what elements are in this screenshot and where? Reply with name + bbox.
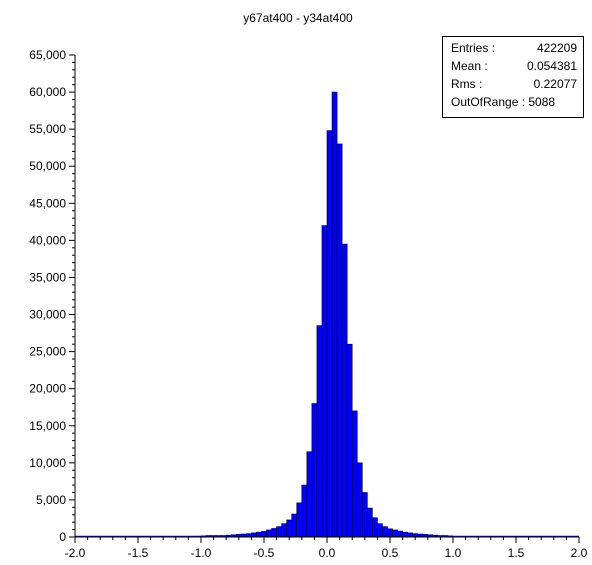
y-tick-label: 45,000 (29, 196, 66, 210)
histogram-bin-24 (316, 325, 323, 538)
histogram-bin-32 (356, 462, 363, 538)
histogram-bin-37 (382, 526, 388, 538)
x-tick-label: -2.0 (65, 546, 86, 560)
histogram-bin-33 (361, 492, 368, 538)
stats-outofrange: OutOfRange : 5088 (451, 95, 556, 109)
stats-rms-label: Rms : (451, 77, 483, 91)
x-tick-label: 1.5 (508, 546, 525, 560)
y-tick-label: 10,000 (29, 456, 66, 470)
y-tick-label: 5,000 (36, 493, 66, 507)
y-tick-label: 50,000 (29, 159, 66, 173)
x-tick-label: 0.0 (319, 546, 336, 560)
histogram-bin-22 (306, 451, 313, 538)
x-tick-label: 0.5 (382, 546, 399, 560)
stats-mean-row: Mean : 0.054381 (451, 57, 577, 75)
histogram-bin-15 (271, 528, 277, 538)
y-tick-label: 40,000 (29, 233, 66, 247)
x-tick-label: 2.0 (571, 546, 588, 560)
y-tick-label: 25,000 (29, 345, 66, 359)
histogram-bin-27 (331, 91, 338, 538)
stats-entries-value: 422209 (536, 41, 577, 55)
histogram-bin-28 (336, 143, 343, 538)
y-tick-label: 15,000 (29, 419, 66, 433)
histogram-bin-25 (321, 225, 328, 538)
x-axis-ticks: -2.0 -1.5 -1.0 -0.5 0.0 0.5 1.0 1.5 2.0 (65, 537, 588, 560)
histogram-bin-16 (276, 526, 282, 538)
histogram-bin-21 (301, 484, 308, 538)
x-tick-label: -1.0 (191, 546, 212, 560)
y-tick-label: 30,000 (29, 308, 66, 322)
y-tick-label: 35,000 (29, 270, 66, 284)
y-tick-label: 55,000 (29, 122, 66, 136)
stats-mean-label: Mean : (451, 59, 488, 73)
histogram-bin-23 (311, 403, 318, 538)
histogram-bin-26 (326, 130, 333, 538)
stats-entries-label: Entries : (451, 41, 496, 55)
stats-rms-value: 0.22077 (533, 77, 577, 91)
histogram-bin-20 (296, 502, 303, 538)
stats-entries-row: Entries : 422209 (451, 39, 577, 57)
x-tick-label: -0.5 (254, 546, 275, 560)
chart-title: y67at400 - y34at400 (243, 11, 353, 25)
x-tick-label: 1.0 (445, 546, 462, 560)
histogram-bin-35 (372, 517, 378, 538)
histogram-bin-30 (346, 343, 353, 538)
stats-outofrange-row: OutOfRange : 5088 (451, 93, 577, 111)
x-tick-label: -1.5 (128, 546, 149, 560)
histogram-bin-34 (367, 507, 373, 538)
histogram-bin-31 (351, 410, 358, 538)
histogram-bars (75, 91, 579, 538)
histogram-bin-17 (281, 523, 287, 538)
y-tick-label: 65,000 (29, 48, 66, 62)
y-axis-ticks: 0 5,000 10,000 15,000 20,000 25,000 30,000 35,0… (29, 48, 75, 544)
histogram-bin-18 (286, 519, 293, 538)
stats-box: Entries : 422209 Mean : 0.054381 Rms : 0… (442, 36, 584, 118)
stats-mean-value: 0.054381 (526, 59, 577, 73)
stats-rms-row: Rms : 0.22077 (451, 75, 577, 93)
histogram-bin-36 (377, 523, 383, 538)
y-tick-label: 20,000 (29, 382, 66, 396)
y-tick-label: 60,000 (29, 85, 66, 99)
histogram-bin-29 (341, 243, 348, 538)
histogram-bin-19 (291, 513, 298, 538)
y-tick-label: 0 (59, 530, 66, 544)
